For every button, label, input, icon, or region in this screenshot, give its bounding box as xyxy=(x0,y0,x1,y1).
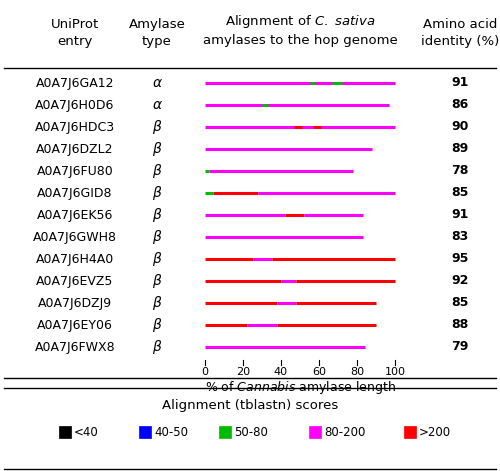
Text: A0A7J6HDC3: A0A7J6HDC3 xyxy=(35,121,115,133)
Text: $\mathit{\beta}$: $\mathit{\beta}$ xyxy=(152,162,162,180)
Text: 60: 60 xyxy=(312,367,326,377)
Text: $\mathit{\alpha}$: $\mathit{\alpha}$ xyxy=(152,98,162,112)
Text: 86: 86 xyxy=(452,98,468,112)
Text: 89: 89 xyxy=(452,143,468,155)
Text: 91: 91 xyxy=(452,209,468,221)
Text: >200: >200 xyxy=(419,425,451,439)
Text: 80-200: 80-200 xyxy=(324,425,366,439)
Text: 78: 78 xyxy=(452,164,468,178)
Text: 88: 88 xyxy=(452,318,468,332)
Text: A0A7J6FWX8: A0A7J6FWX8 xyxy=(34,341,116,354)
Text: $\mathit{\beta}$: $\mathit{\beta}$ xyxy=(152,294,162,312)
Text: 40-50: 40-50 xyxy=(154,425,188,439)
Text: 95: 95 xyxy=(452,252,468,266)
Text: <40: <40 xyxy=(74,425,99,439)
Text: Alignment (tblastn) scores: Alignment (tblastn) scores xyxy=(162,399,338,413)
Text: UniProt
entry: UniProt entry xyxy=(51,18,99,48)
Text: 20: 20 xyxy=(236,367,250,377)
Bar xyxy=(309,426,321,438)
Text: A0A7J6GWH8: A0A7J6GWH8 xyxy=(33,230,117,244)
Bar xyxy=(139,426,151,438)
Text: 85: 85 xyxy=(452,297,468,309)
Text: 79: 79 xyxy=(452,341,468,354)
Text: A0A7J6H0D6: A0A7J6H0D6 xyxy=(36,98,115,112)
Text: % of $\it{Cannabis}$ amylase length: % of $\it{Cannabis}$ amylase length xyxy=(204,379,396,396)
Text: $\mathit{\beta}$: $\mathit{\beta}$ xyxy=(152,250,162,268)
Text: $\mathit{\beta}$: $\mathit{\beta}$ xyxy=(152,118,162,136)
Text: A0A7J6H4A0: A0A7J6H4A0 xyxy=(36,252,114,266)
Text: 91: 91 xyxy=(452,76,468,89)
Bar xyxy=(219,426,231,438)
Text: 0: 0 xyxy=(202,367,208,377)
Text: Amylase
type: Amylase type xyxy=(128,18,186,48)
Text: 100: 100 xyxy=(384,367,406,377)
Text: Amino acid
identity (%): Amino acid identity (%) xyxy=(421,18,499,48)
Bar xyxy=(404,426,416,438)
Text: 92: 92 xyxy=(452,275,468,287)
Bar xyxy=(59,426,71,438)
Text: 50-80: 50-80 xyxy=(234,425,268,439)
Text: A0A7J6DZL2: A0A7J6DZL2 xyxy=(36,143,114,155)
Text: A0A7J6DZJ9: A0A7J6DZJ9 xyxy=(38,297,112,309)
Text: $\mathit{\beta}$: $\mathit{\beta}$ xyxy=(152,272,162,290)
Text: $\mathit{\beta}$: $\mathit{\beta}$ xyxy=(152,228,162,246)
Text: $\mathit{\beta}$: $\mathit{\beta}$ xyxy=(152,206,162,224)
Text: $\mathit{\beta}$: $\mathit{\beta}$ xyxy=(152,338,162,356)
Text: A0A7J6GA12: A0A7J6GA12 xyxy=(36,76,114,89)
Text: 85: 85 xyxy=(452,187,468,200)
Text: 40: 40 xyxy=(274,367,288,377)
Text: A0A7J6EY06: A0A7J6EY06 xyxy=(37,318,113,332)
Text: $\mathit{\alpha}$: $\mathit{\alpha}$ xyxy=(152,76,162,90)
Text: A0A7J6GID8: A0A7J6GID8 xyxy=(37,187,113,200)
Text: 90: 90 xyxy=(452,121,468,133)
Text: $\mathit{\beta}$: $\mathit{\beta}$ xyxy=(152,184,162,202)
Text: A0A7J6EK56: A0A7J6EK56 xyxy=(37,209,113,221)
Text: A0A7J6FU80: A0A7J6FU80 xyxy=(36,164,114,178)
Text: A0A7J6EVZ5: A0A7J6EVZ5 xyxy=(36,275,114,287)
Text: 83: 83 xyxy=(452,230,468,244)
Text: 80: 80 xyxy=(350,367,364,377)
Text: $\mathit{\beta}$: $\mathit{\beta}$ xyxy=(152,316,162,334)
Text: $\mathit{\beta}$: $\mathit{\beta}$ xyxy=(152,140,162,158)
Text: Alignment of $\it{C.\ sativa}$
amylases to the hop genome: Alignment of $\it{C.\ sativa}$ amylases … xyxy=(202,13,398,47)
